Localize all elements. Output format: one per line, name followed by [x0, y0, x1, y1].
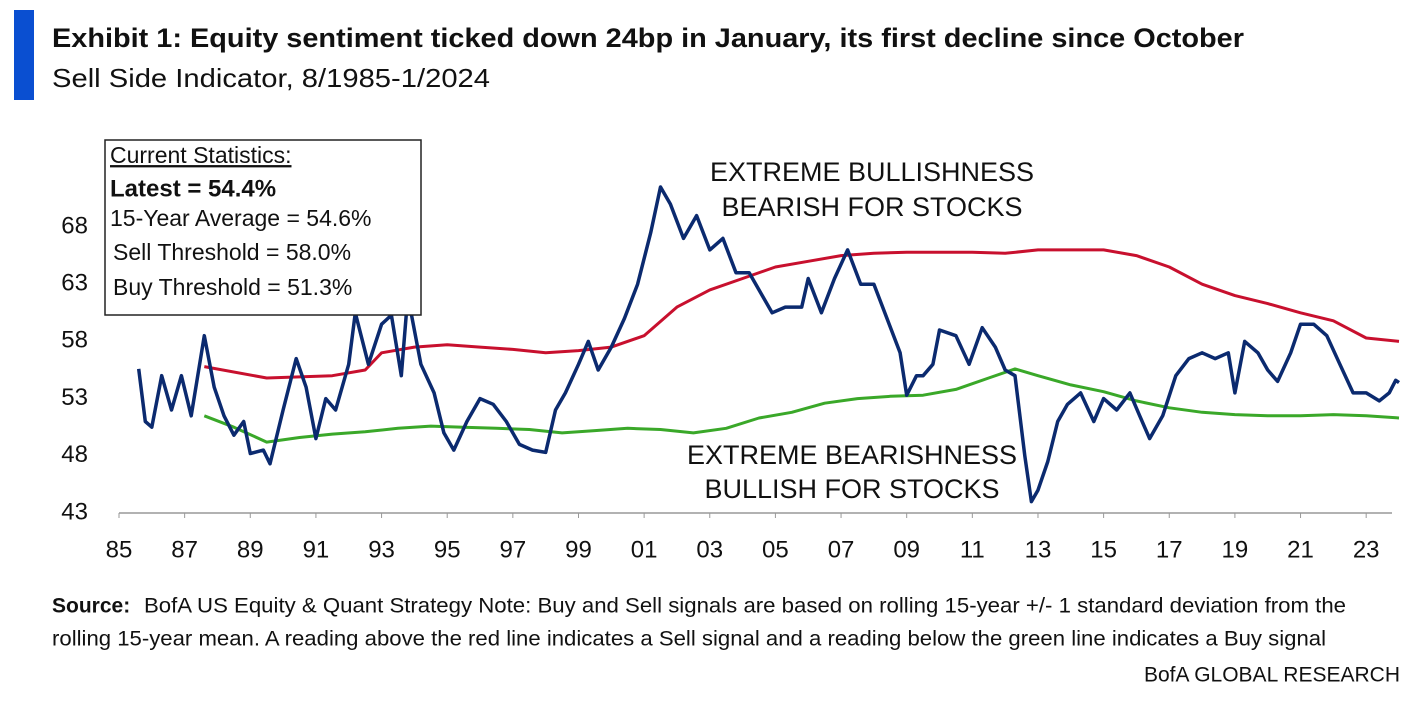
x-tick-label: 99 — [565, 536, 592, 563]
x-tick-label: 91 — [303, 536, 330, 563]
y-tick-label: 48 — [61, 441, 88, 468]
stats-sell: Sell Threshold = 58.0% — [113, 239, 351, 265]
stats-buy: Buy Threshold = 51.3% — [113, 274, 352, 300]
x-tick-label: 85 — [106, 536, 133, 563]
stats-heading: Current Statistics: — [110, 142, 292, 168]
source-text: BofA US Equity & Quant Strategy Note: Bu… — [144, 595, 1346, 618]
y-tick-label: 68 — [61, 212, 88, 239]
source-text: rolling 15-year mean. A reading above th… — [52, 628, 1326, 651]
plot-area: 43 48 53 58 63 68 85 87 89 91 93 95 97 99 01 03 05 07 09 11… — [61, 185, 1401, 563]
y-tick-label: 63 — [61, 270, 88, 297]
x-tick-label: 09 — [893, 536, 920, 563]
x-tick-label: 21 — [1287, 536, 1314, 563]
x-tick-label: 23 — [1353, 536, 1380, 563]
x-tick-label: 13 — [1025, 536, 1052, 563]
chart-subtitle: Sell Side Indicator, 8/1985-1/2024 — [52, 63, 490, 93]
x-tick-label: 93 — [368, 536, 395, 563]
x-tick-label: 19 — [1222, 536, 1249, 563]
x-tick-label: 89 — [237, 536, 264, 563]
footer: BofA GLOBAL RESEARCH — [1144, 664, 1400, 687]
series-line — [136, 185, 1401, 504]
y-tick-label: 58 — [61, 327, 88, 354]
y-tick-label: 53 — [61, 384, 88, 411]
stats-average: 15-Year Average = 54.6% — [110, 205, 372, 231]
x-tick-label: 95 — [434, 536, 461, 563]
annotation: BEARISH FOR STOCKS — [721, 192, 1022, 222]
chart-title: Exhibit 1: Equity sentiment ticked down … — [52, 23, 1245, 53]
x-tick-label: 17 — [1156, 536, 1183, 563]
annotation: BULLISH FOR STOCKS — [704, 474, 999, 504]
title-accent — [14, 10, 34, 100]
x-tick-label: 01 — [631, 536, 658, 563]
annotation: EXTREME BEARISHNESS — [687, 440, 1017, 470]
annotation: EXTREME BULLISHNESS — [710, 157, 1034, 187]
series-line — [203, 367, 1400, 444]
x-tick-label: 15 — [1090, 536, 1117, 563]
x-tick-label: 97 — [499, 536, 526, 563]
series-line — [204, 248, 1400, 380]
x-tick-label: 05 — [762, 536, 789, 563]
x-tick-label: 07 — [828, 536, 855, 563]
y-tick-label: 43 — [61, 498, 88, 525]
source-label: Source: — [52, 595, 130, 618]
stats-latest: Latest = 54.4% — [110, 175, 276, 202]
x-tick-label: 03 — [696, 536, 723, 563]
x-tick-label: 11 — [960, 536, 985, 563]
x-tick-label: 87 — [171, 536, 198, 563]
stats-box — [104, 139, 422, 316]
